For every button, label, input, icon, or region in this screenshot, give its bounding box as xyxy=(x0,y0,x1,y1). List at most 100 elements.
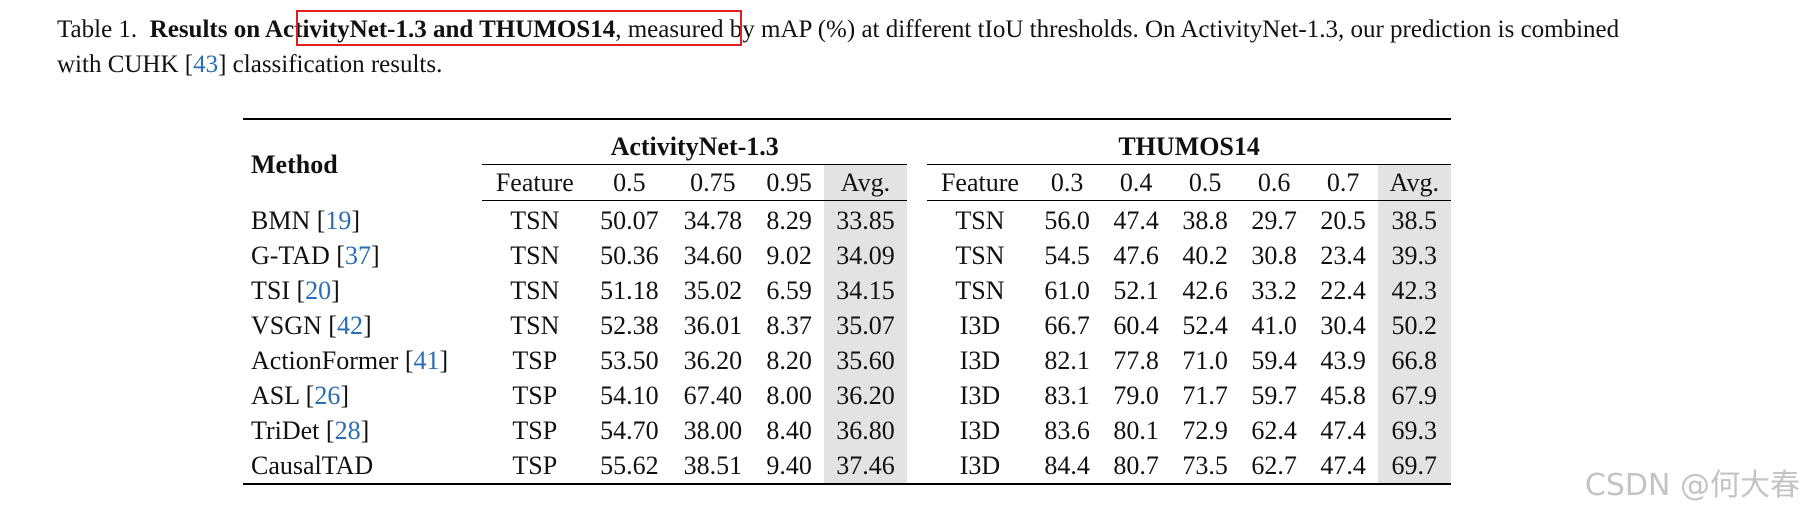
column-header: Avg. xyxy=(1377,164,1451,201)
thumos-feature-cell: I3D xyxy=(959,451,1001,480)
anet-value-cell: 50.36 xyxy=(600,241,659,270)
method-name: CausalTAD xyxy=(251,451,374,480)
method-name-cell: CausalTAD xyxy=(243,448,482,484)
group-header-activitynet: ActivityNet-1.3 xyxy=(482,119,908,165)
method-name-cell: BMN [19] xyxy=(251,205,361,235)
thumos-value-cell: 84.4 xyxy=(1044,451,1090,480)
thumos-value-cell: 61.0 xyxy=(1044,276,1090,305)
caption-citation-link[interactable]: 43 xyxy=(193,51,219,78)
column-header: 0.3 xyxy=(1032,164,1102,201)
column-header: 0.7 xyxy=(1308,164,1378,201)
method-name: TriDet xyxy=(251,416,320,445)
thumos-value-cell: 29.7 xyxy=(1251,206,1297,235)
column-header: 0.95 xyxy=(754,164,824,201)
thumos-value-cell: 67.9 xyxy=(1377,378,1451,413)
anet-value-cell: 53.50 xyxy=(600,346,659,375)
method-name: VSGN xyxy=(251,311,322,340)
thumos-value-cell: 62.7 xyxy=(1251,451,1297,480)
caption-text-2: ] classification results. xyxy=(218,51,443,78)
method-name-cell: ASL [26] xyxy=(251,381,349,410)
method-name: TSI xyxy=(251,276,290,305)
table-caption: Table 1. Results on ActivityNet-1.3 and … xyxy=(57,12,1657,82)
thumos-value-cell: 38.5 xyxy=(1377,200,1451,238)
method-citation-link[interactable]: 37 xyxy=(344,241,371,270)
thumos-value-cell: 39.3 xyxy=(1377,238,1451,273)
method-citation-link[interactable]: 19 xyxy=(325,205,352,235)
thumos-value-cell: 72.9 xyxy=(1182,416,1228,445)
table-body: BMN [19] TSN 50.07 34.78 8.29 33.85 TSN 56.0 47.… xyxy=(243,200,1451,484)
thumos-value-cell: 52.4 xyxy=(1182,311,1228,340)
thumos-value-cell: 50.2 xyxy=(1377,308,1451,343)
anet-feature-cell: TSP xyxy=(512,451,558,480)
thumos-value-cell: 52.1 xyxy=(1113,276,1159,305)
method-citation-link[interactable]: 20 xyxy=(305,276,332,305)
thumos-value-cell: 62.4 xyxy=(1251,416,1297,445)
caption-bold: Results on ActivityNet-1.3 and THUMOS14 xyxy=(149,16,616,43)
thumos-value-cell: 80.1 xyxy=(1113,416,1159,445)
method-name: ASL xyxy=(251,381,300,410)
anet-value-cell: 33.85 xyxy=(823,200,908,238)
table-row: G-TAD [37] TSN 50.36 34.60 9.02 34.09 TSN 54.5 4… xyxy=(243,238,1451,273)
column-header: 0.4 xyxy=(1101,164,1171,201)
anet-feature-cell: TSP xyxy=(512,346,558,375)
method-citation-link[interactable]: 28 xyxy=(334,416,361,445)
method-name: ActionFormer xyxy=(251,346,399,375)
anet-value-cell: 8.20 xyxy=(766,346,812,375)
table-row: VSGN [42] TSN 52.38 36.01 8.37 35.07 I3D 66.7 60… xyxy=(243,308,1451,343)
thumos-value-cell: 42.3 xyxy=(1377,273,1451,308)
thumos-value-cell: 38.8 xyxy=(1182,206,1228,235)
results-table: Method ActivityNet-1.3 THUMOS14 Feature … xyxy=(243,118,1451,485)
anet-value-cell: 55.62 xyxy=(600,451,659,480)
thumos-feature-cell: TSN xyxy=(955,206,1005,235)
thumos-value-cell: 41.0 xyxy=(1251,311,1297,340)
column-header: Feature xyxy=(927,164,1033,201)
thumos-value-cell: 43.9 xyxy=(1320,346,1366,375)
anet-value-cell: 34.09 xyxy=(823,238,908,273)
method-name: G-TAD xyxy=(251,241,330,270)
thumos-value-cell: 79.0 xyxy=(1113,381,1159,410)
anet-value-cell: 67.40 xyxy=(683,381,743,410)
caption-prefix: Table 1. xyxy=(57,16,138,43)
column-header: Feature xyxy=(482,164,588,201)
anet-value-cell: 52.38 xyxy=(600,311,659,340)
anet-value-cell: 36.20 xyxy=(823,378,908,413)
anet-value-cell: 34.78 xyxy=(683,206,743,235)
thumos-feature-cell: TSN xyxy=(955,276,1005,305)
thumos-value-cell: 71.7 xyxy=(1182,381,1228,410)
table-row: BMN [19] TSN 50.07 34.78 8.29 33.85 TSN 56.0 47.… xyxy=(243,200,1451,238)
thumos-value-cell: 82.1 xyxy=(1044,346,1090,375)
thumos-feature-cell: TSN xyxy=(955,241,1005,270)
method-header: Method xyxy=(251,150,338,180)
anet-feature-cell: TSN xyxy=(510,311,560,340)
method-citation-link[interactable]: 42 xyxy=(336,311,363,340)
table-row: TSI [20] TSN 51.18 35.02 6.59 34.15 TSN 61.0 52.… xyxy=(243,273,1451,308)
thumos-value-cell: 22.4 xyxy=(1320,276,1366,305)
thumos-value-cell: 30.4 xyxy=(1320,311,1366,340)
method-citation-link[interactable]: 26 xyxy=(314,381,341,410)
anet-feature-cell: TSN xyxy=(510,241,560,270)
thumos-value-cell: 80.7 xyxy=(1113,451,1159,480)
method-name-cell: TSI [20] xyxy=(251,276,340,305)
anet-value-cell: 38.00 xyxy=(683,416,743,445)
anet-value-cell: 36.01 xyxy=(683,311,743,340)
thumos-value-cell: 56.0 xyxy=(1044,206,1090,235)
anet-feature-cell: TSP xyxy=(512,416,558,445)
thumos-value-cell: 20.5 xyxy=(1320,206,1366,235)
anet-value-cell: 36.20 xyxy=(683,346,743,375)
anet-feature-cell: TSN xyxy=(510,276,560,305)
table-row: CausalTAD TSP 55.62 38.51 9.40 37.46 I3D 84.4 80… xyxy=(243,448,1451,484)
method-citation-link[interactable]: 41 xyxy=(413,346,440,375)
thumos-value-cell: 71.0 xyxy=(1182,346,1228,375)
column-header: 0.5 xyxy=(587,164,672,201)
thumos-value-cell: 47.4 xyxy=(1320,451,1366,480)
thumos-value-cell: 59.7 xyxy=(1251,381,1297,410)
group-header-thumos: THUMOS14 xyxy=(927,119,1451,165)
caption-text-1: , measured by mAP (%) at different tIoU … xyxy=(57,16,1620,78)
column-header: Avg. xyxy=(823,164,908,201)
thumos-feature-cell: I3D xyxy=(959,416,1001,445)
anet-value-cell: 34.60 xyxy=(683,241,743,270)
method-name-cell: VSGN [42] xyxy=(251,311,372,340)
anet-value-cell: 6.59 xyxy=(766,276,812,305)
method-name: BMN xyxy=(251,205,311,235)
thumos-value-cell: 45.8 xyxy=(1320,381,1366,410)
